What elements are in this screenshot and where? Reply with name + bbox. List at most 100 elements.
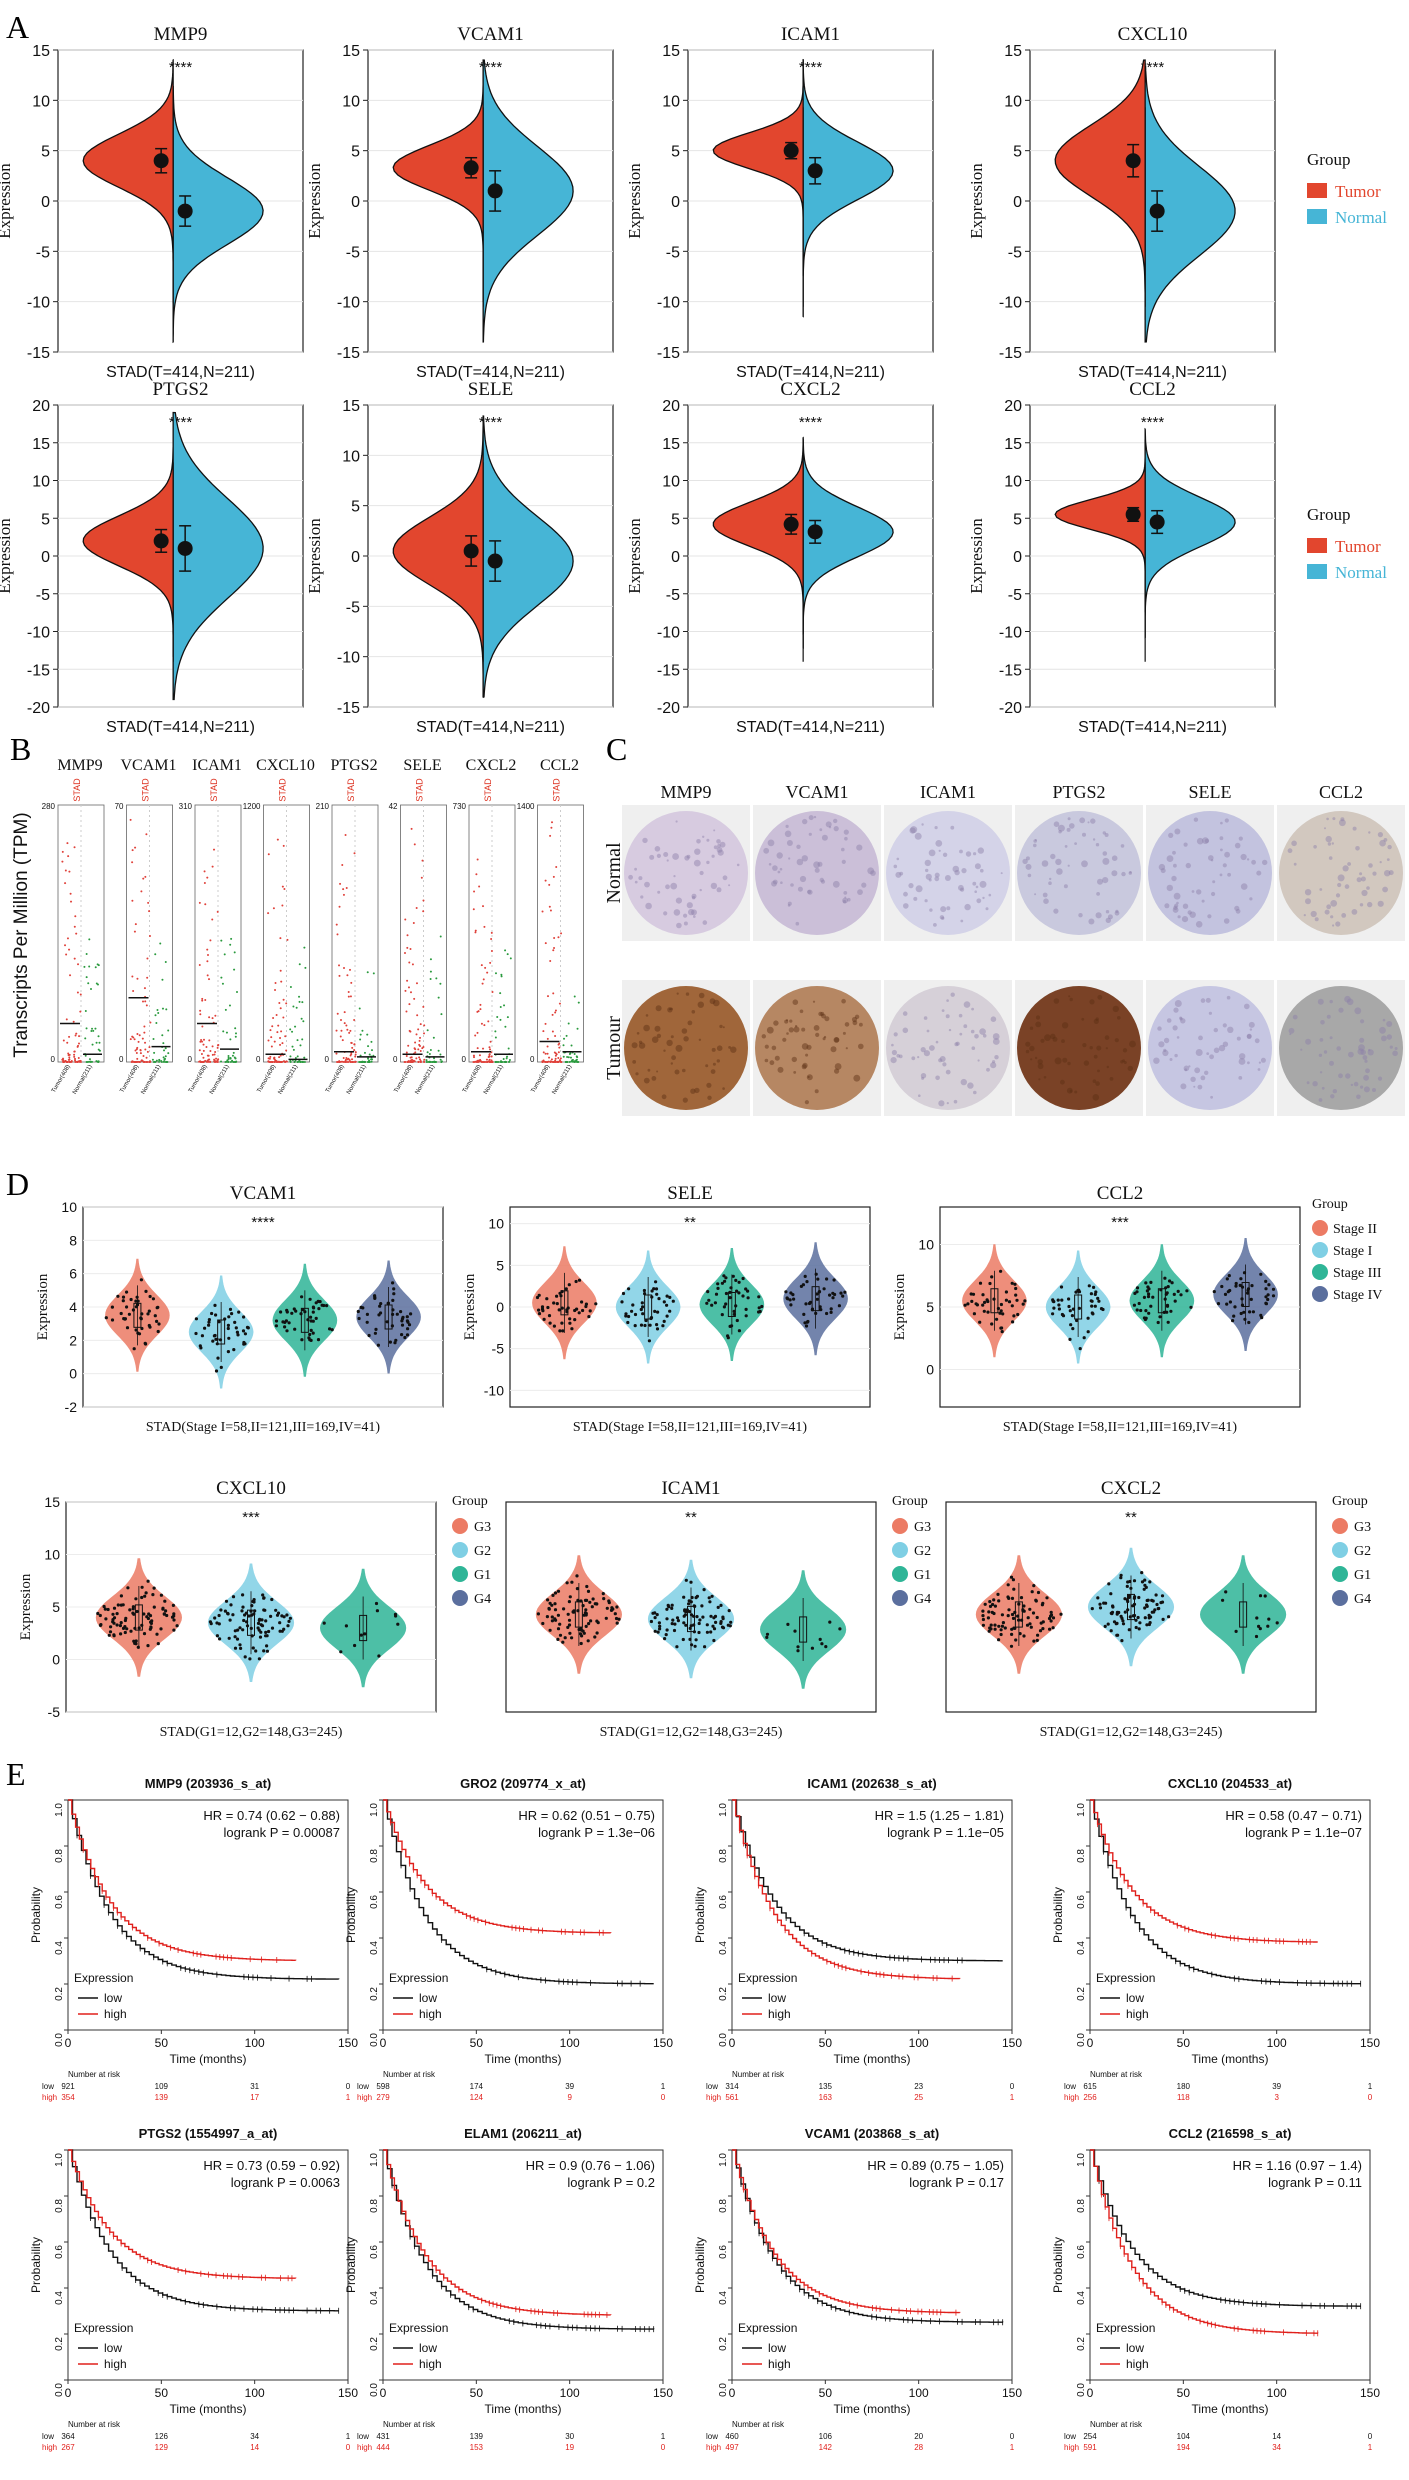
- normal-dot: [164, 1057, 167, 1060]
- tissue-texture: [1336, 1046, 1341, 1051]
- tissue-texture: [801, 1027, 806, 1032]
- tumor-dot: [336, 1060, 339, 1063]
- data-point: [231, 1595, 236, 1599]
- y-min-label: 0: [393, 1055, 398, 1064]
- tumor-dot: [554, 1057, 557, 1060]
- risk-row-label-high: high: [1064, 2443, 1079, 2452]
- tissue-texture: [911, 1056, 916, 1061]
- y-tick-label: 0.2: [369, 2337, 380, 2351]
- ihc-core-tumour-mmp9: [622, 980, 750, 1116]
- tissue-texture: [693, 859, 701, 867]
- gene-title: MMP9: [57, 757, 102, 774]
- tissue-texture: [780, 881, 783, 884]
- tissue-texture: [785, 824, 789, 829]
- tumor-dot: [278, 1056, 281, 1059]
- data-point: [1011, 1616, 1016, 1620]
- tumor-dot: [553, 946, 556, 949]
- data-point: [568, 1317, 572, 1321]
- data-point: [556, 1589, 561, 1593]
- tumor-dot: [548, 1056, 551, 1059]
- tissue-texture: [657, 890, 661, 894]
- tissue-texture: [686, 854, 691, 859]
- risk-count-high: 34: [1272, 2443, 1281, 2452]
- data-point: [226, 1326, 230, 1331]
- legend-label-high: high: [419, 2357, 442, 2371]
- data-point: [825, 1311, 829, 1316]
- tumor-dot: [65, 953, 68, 956]
- data-point: [1016, 1614, 1020, 1618]
- panel-label-b: B: [10, 731, 31, 767]
- data-point: [238, 1626, 242, 1630]
- tissue-texture: [672, 853, 679, 860]
- risk-count-high: 194: [1177, 2443, 1191, 2452]
- tissue-texture: [1034, 839, 1037, 841]
- data-point: [1059, 1285, 1064, 1289]
- data-point: [112, 1621, 116, 1625]
- data-point: [710, 1303, 714, 1307]
- tissue-texture: [1069, 1089, 1073, 1093]
- tissue-texture: [994, 1055, 999, 1060]
- tissue-texture: [945, 1014, 950, 1019]
- km-high-curve: [383, 2149, 612, 2316]
- tissue-texture: [1041, 860, 1049, 867]
- tumor-dot: [488, 1053, 491, 1056]
- data-point: [567, 1600, 572, 1604]
- tumor-dot: [413, 997, 416, 1000]
- data-point: [627, 1287, 631, 1291]
- tissue-texture: [1222, 863, 1227, 868]
- y-tick-label: 0.4: [369, 2291, 380, 2305]
- data-point: [1082, 1336, 1086, 1340]
- tumor-dot: [472, 1061, 475, 1063]
- tissue-texture: [1238, 1076, 1243, 1080]
- normal-dot: [234, 1027, 237, 1030]
- tissue-texture: [1090, 818, 1096, 824]
- x-axis-label: STAD(T=414,N=211): [106, 719, 255, 736]
- data-point: [545, 1615, 550, 1619]
- tissue-texture: [645, 902, 652, 910]
- data-point: [108, 1630, 113, 1634]
- tissue-texture: [970, 1029, 975, 1034]
- data-point: [789, 1303, 793, 1307]
- data-point: [1145, 1604, 1149, 1608]
- y-tick-label: 0.8: [718, 2199, 729, 2213]
- y-tick-label: 1.0: [1076, 2153, 1087, 2167]
- normal-dot: [88, 938, 91, 941]
- data-point: [235, 1330, 239, 1334]
- tissue-texture: [853, 1074, 861, 1082]
- tumor-dot: [553, 937, 556, 940]
- tissue-texture: [1249, 1028, 1253, 1031]
- tissue-texture: [1341, 913, 1347, 918]
- tissue-texture: [1111, 870, 1118, 877]
- y-tick-label: 0.0: [54, 2383, 65, 2397]
- tissue-texture: [833, 826, 839, 832]
- tumor-dot: [351, 1046, 354, 1049]
- tumor-dot: [148, 934, 151, 937]
- data-point: [231, 1613, 235, 1617]
- tissue-texture: [1359, 903, 1364, 907]
- tissue-texture: [706, 860, 710, 865]
- tissue-texture: [793, 1071, 797, 1074]
- tissue-texture: [1362, 1055, 1368, 1060]
- y-max-label: 42: [389, 802, 398, 811]
- plot-frame: [731, 1799, 1013, 2031]
- data-point: [155, 1319, 159, 1323]
- legend-label: G2: [914, 1544, 931, 1559]
- x-axis-label: STAD(T=414,N=211): [416, 364, 565, 381]
- tissue-texture: [1226, 995, 1231, 1000]
- tissue-texture: [1173, 905, 1178, 910]
- data-point: [643, 1323, 647, 1328]
- tumor-dot: [421, 1047, 424, 1050]
- tumor-dot: [202, 1056, 205, 1059]
- data-point: [627, 1314, 631, 1319]
- logrank-p: logrank P = 1.1e−07: [1245, 1825, 1362, 1840]
- tissue-texture: [1120, 1060, 1124, 1064]
- data-point: [146, 1579, 150, 1583]
- tissue-texture: [791, 1056, 797, 1063]
- risk-count-high: 129: [155, 2443, 169, 2452]
- data-point: [119, 1603, 123, 1607]
- data-point: [1006, 1583, 1010, 1587]
- tissue-texture: [1040, 1038, 1045, 1043]
- data-point: [131, 1308, 135, 1312]
- normal-dot: [289, 1055, 292, 1058]
